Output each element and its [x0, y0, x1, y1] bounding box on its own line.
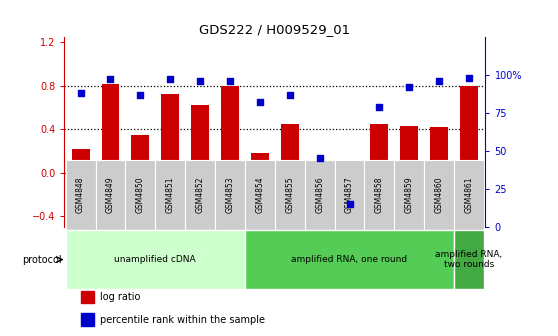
Point [136, 92, 145, 97]
Text: GSM4860: GSM4860 [435, 176, 444, 213]
Text: GSM4859: GSM4859 [405, 176, 414, 213]
Bar [335, 160, 364, 230]
Point [166, 77, 175, 82]
Text: GSM4857: GSM4857 [345, 176, 354, 213]
Text: GSM4850: GSM4850 [136, 176, 145, 213]
Text: log ratio: log ratio [100, 292, 141, 302]
Point [106, 77, 115, 82]
Bar [131, 135, 150, 173]
Bar [305, 160, 335, 230]
Bar [395, 160, 424, 230]
Bar [251, 153, 269, 173]
Text: GSM4858: GSM4858 [375, 177, 384, 213]
Bar [245, 160, 275, 230]
Bar [460, 86, 478, 173]
Text: GSM4856: GSM4856 [315, 176, 324, 213]
Text: GSM4848: GSM4848 [76, 177, 85, 213]
Bar [245, 230, 454, 289]
Bar [66, 160, 95, 230]
Bar [185, 160, 215, 230]
Bar [81, 313, 94, 326]
Point [315, 156, 324, 161]
Point [76, 90, 85, 96]
Text: percentile rank within the sample: percentile rank within the sample [100, 314, 265, 325]
Text: protocol: protocol [22, 255, 61, 264]
Title: GDS222 / H009529_01: GDS222 / H009529_01 [199, 23, 350, 36]
Point [405, 84, 413, 90]
Text: GSM4852: GSM4852 [196, 177, 205, 213]
Bar [454, 160, 484, 230]
Bar [95, 160, 126, 230]
Point [345, 201, 354, 207]
Text: unamplified cDNA: unamplified cDNA [114, 255, 196, 264]
Point [285, 92, 294, 97]
Bar [424, 160, 454, 230]
Bar [126, 160, 155, 230]
Bar [71, 149, 90, 173]
Text: GSM4861: GSM4861 [464, 177, 474, 213]
Bar [454, 230, 484, 289]
Bar [161, 94, 179, 173]
Bar [364, 160, 395, 230]
Text: GSM4854: GSM4854 [256, 176, 264, 213]
Point [465, 75, 474, 81]
Text: GSM4849: GSM4849 [106, 176, 115, 213]
Bar [221, 86, 239, 173]
Bar [102, 84, 119, 173]
Point [375, 104, 384, 110]
Text: amplified RNA, one round: amplified RNA, one round [291, 255, 407, 264]
Point [225, 78, 234, 84]
Bar [340, 173, 358, 214]
Bar [430, 127, 448, 173]
Bar [191, 105, 209, 173]
Bar [400, 126, 418, 173]
Point [196, 78, 205, 84]
Point [256, 99, 264, 105]
Bar [281, 124, 299, 173]
Point [435, 78, 444, 84]
Text: GSM4851: GSM4851 [166, 177, 175, 213]
Bar [66, 230, 245, 289]
Text: GSM4855: GSM4855 [285, 176, 294, 213]
Bar [371, 124, 388, 173]
Text: amplified RNA,
two rounds: amplified RNA, two rounds [435, 250, 503, 269]
Bar [215, 160, 245, 230]
Bar [81, 291, 94, 303]
Bar [155, 160, 185, 230]
Text: GSM4853: GSM4853 [225, 176, 234, 213]
Bar [275, 160, 305, 230]
Bar [311, 170, 329, 173]
